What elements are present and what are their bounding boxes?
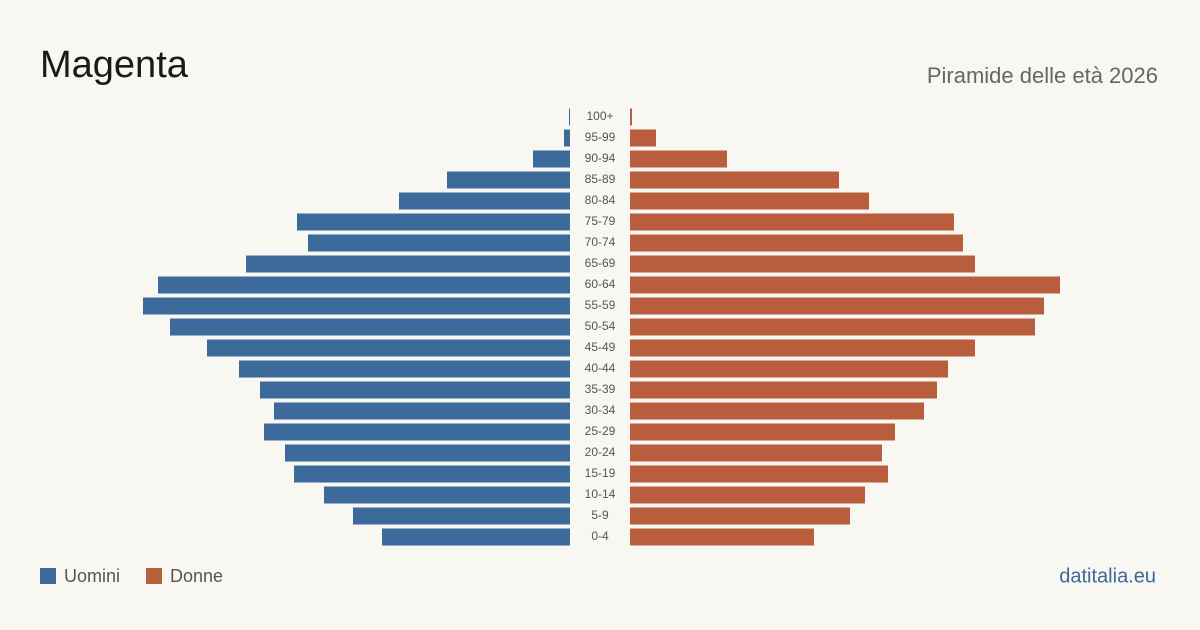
age-label: 80-84 [585, 193, 616, 207]
legend-label: Uomini [64, 566, 120, 586]
bar [630, 402, 924, 420]
bar [170, 318, 570, 336]
age-label: 85-89 [585, 172, 616, 186]
bar [533, 150, 570, 168]
bar [353, 507, 570, 525]
age-label: 100+ [586, 109, 613, 123]
source: datitalia.eu [1059, 565, 1156, 587]
bar [158, 276, 570, 294]
legend-swatch [40, 568, 56, 584]
bar [630, 444, 882, 462]
bar [630, 465, 888, 483]
bar [239, 360, 570, 378]
age-label: 0-4 [591, 529, 609, 543]
age-label: 35-39 [585, 382, 616, 396]
bar [564, 129, 570, 147]
age-label: 15-19 [585, 466, 616, 480]
bar [308, 234, 570, 252]
age-label: 75-79 [585, 214, 616, 228]
bar [630, 276, 1060, 294]
age-label: 95-99 [585, 130, 616, 144]
bar [324, 486, 570, 504]
bar [294, 465, 570, 483]
bar [207, 339, 570, 357]
bar [264, 423, 570, 441]
bar [630, 255, 975, 273]
bar [630, 318, 1035, 336]
bar [630, 234, 963, 252]
bar [447, 171, 570, 189]
age-label: 45-49 [585, 340, 616, 354]
bar [630, 339, 975, 357]
bar [630, 297, 1044, 315]
bar [260, 381, 570, 399]
bar [399, 192, 570, 210]
legend-label: Donne [170, 566, 223, 586]
age-label: 10-14 [585, 487, 616, 501]
bar [630, 171, 839, 189]
bar [382, 528, 570, 546]
age-label: 55-59 [585, 298, 616, 312]
age-label: 60-64 [585, 277, 616, 291]
bar [630, 507, 850, 525]
age-label: 90-94 [585, 151, 616, 165]
bar [274, 402, 570, 420]
age-label: 70-74 [585, 235, 616, 249]
bar [630, 486, 865, 504]
age-label: 20-24 [585, 445, 616, 459]
bar [143, 297, 570, 315]
age-label: 65-69 [585, 256, 616, 270]
bar [630, 129, 656, 147]
age-label: 30-34 [585, 403, 616, 417]
age-label: 40-44 [585, 361, 616, 375]
bar [630, 360, 948, 378]
age-label: 50-54 [585, 319, 616, 333]
bar [569, 108, 570, 126]
bar [630, 381, 937, 399]
bar [630, 150, 727, 168]
bar [297, 213, 570, 231]
bar [630, 213, 954, 231]
bar [246, 255, 570, 273]
chart-title: Magenta [40, 44, 189, 86]
age-label: 25-29 [585, 424, 616, 438]
age-label: 5-9 [591, 508, 609, 522]
legend-swatch [146, 568, 163, 584]
bar [630, 108, 632, 126]
bar [630, 192, 869, 210]
bar [630, 528, 814, 546]
bar [285, 444, 570, 462]
chart-subtitle: Piramide delle età 2026 [927, 63, 1158, 88]
bar [630, 423, 895, 441]
